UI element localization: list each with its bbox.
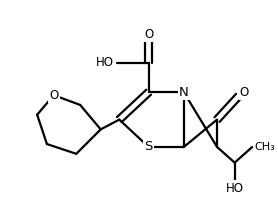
- Text: CH₃: CH₃: [254, 142, 275, 152]
- Text: O: O: [49, 89, 58, 102]
- Text: HO: HO: [95, 56, 113, 69]
- Text: O: O: [240, 86, 249, 99]
- Text: HO: HO: [226, 182, 244, 195]
- Text: O: O: [144, 28, 153, 41]
- Text: S: S: [145, 141, 153, 153]
- Text: N: N: [179, 86, 189, 99]
